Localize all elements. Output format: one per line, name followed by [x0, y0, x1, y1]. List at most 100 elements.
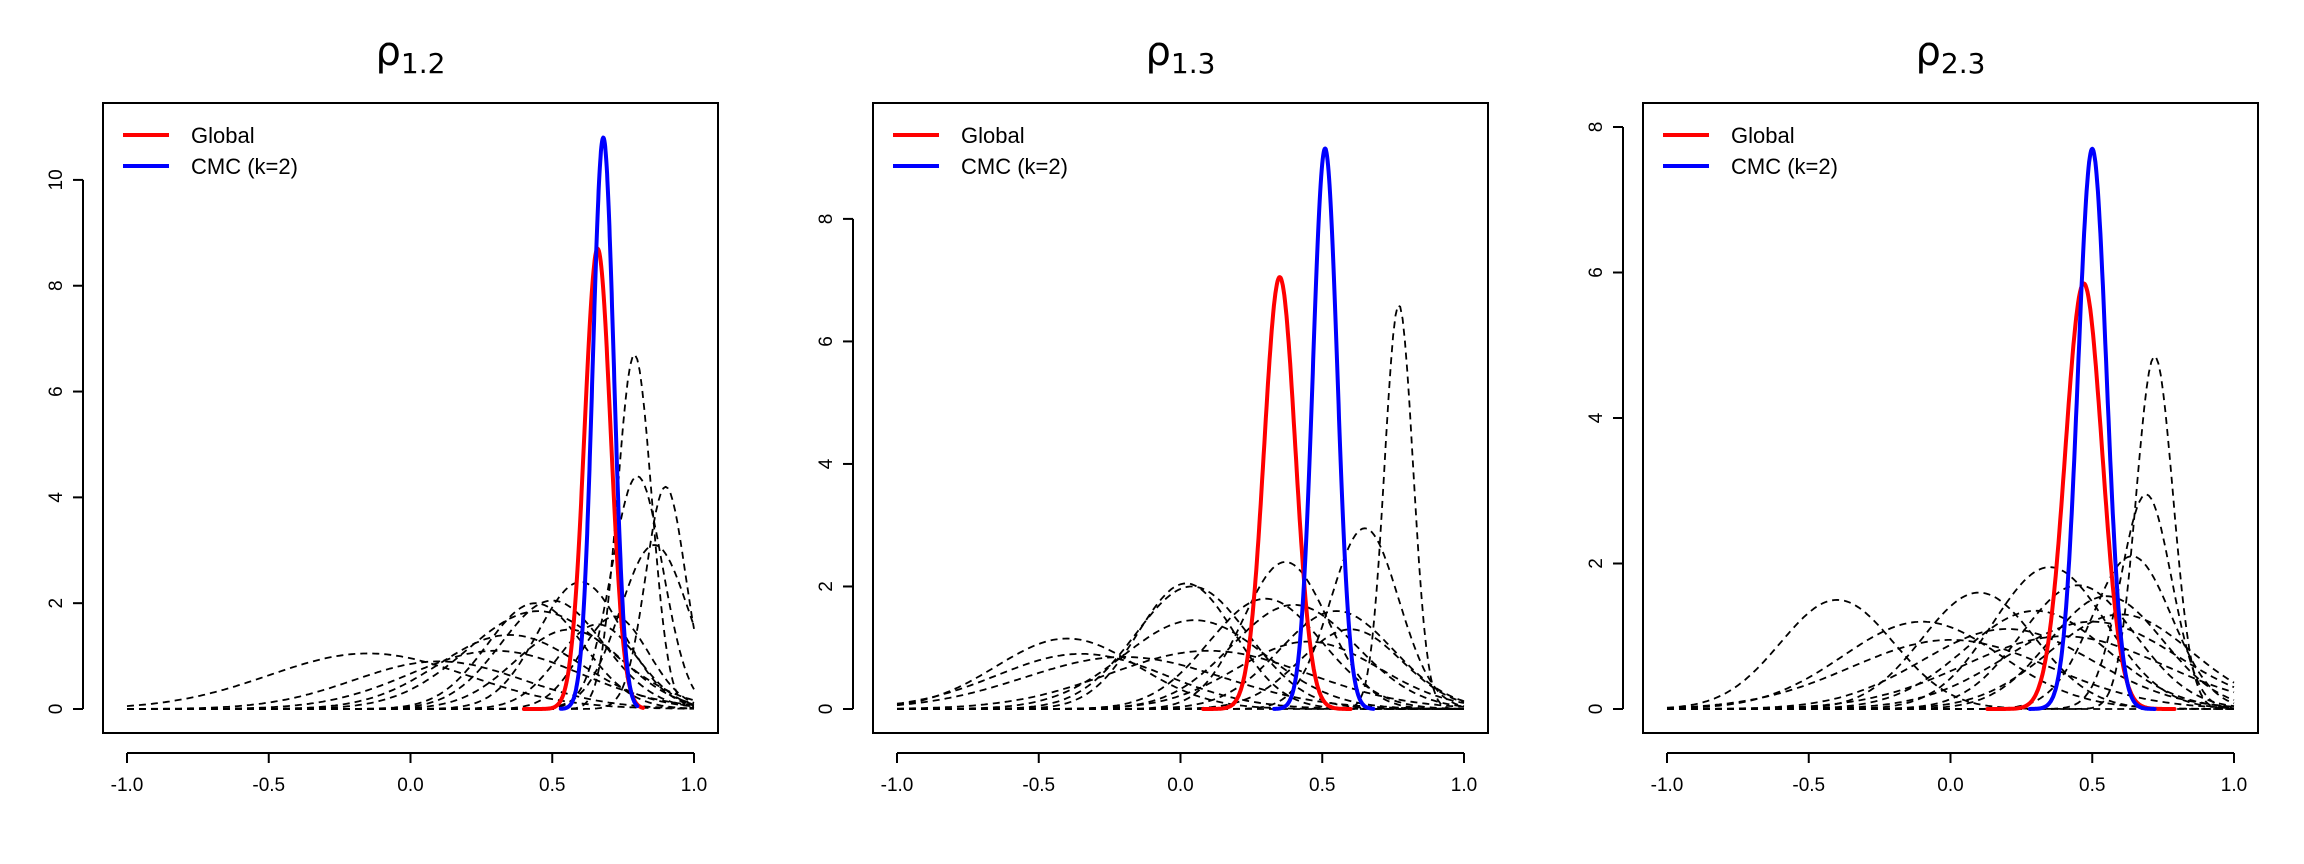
- legend-label: Global: [961, 123, 1025, 148]
- x-tick-label: -1.0: [881, 775, 914, 796]
- subset-density-curve: [1667, 635, 2235, 710]
- legend-label: Global: [191, 123, 255, 148]
- x-tick-label: 0.0: [1167, 775, 1193, 796]
- subset-density-curve: [897, 304, 1464, 710]
- x-tick-label: 0.0: [397, 775, 423, 796]
- y-tick-label: 0: [816, 704, 837, 715]
- chart-title: ρ2.3: [1916, 29, 1986, 80]
- chart-title-symbol: ρ: [1146, 29, 1171, 75]
- x-tick-label: 0.5: [2079, 775, 2105, 796]
- y-tick-label: 6: [1586, 267, 1607, 278]
- y-tick-label: 10: [46, 169, 67, 190]
- subset-density-curve: [896, 637, 1464, 710]
- chart-title: ρ1.3: [1146, 29, 1216, 80]
- cmc-density-line: [558, 135, 640, 711]
- curves: [1666, 146, 2235, 711]
- subset-density-curve: [1667, 493, 2235, 710]
- curves: [896, 146, 1465, 711]
- subset-density-curve: [896, 656, 1465, 710]
- subset-density-curve: [1667, 566, 2235, 710]
- subset-density-curve: [1667, 639, 2234, 709]
- y-tick-label: 2: [1586, 558, 1607, 569]
- subset-density-curve: [127, 599, 695, 710]
- chart-title-subscript: 1.3: [1171, 47, 1216, 80]
- subset-density-curve: [897, 610, 1465, 710]
- y-tick-label: 6: [816, 336, 837, 347]
- subset-density-curve: [127, 623, 695, 710]
- subset-density-curve: [896, 653, 1464, 710]
- y-tick-label: 0: [46, 704, 67, 715]
- legend: Global CMC (k=2): [893, 123, 1068, 179]
- x-tick-label: -0.5: [252, 775, 285, 796]
- subset-density-curve: [127, 628, 695, 710]
- subset-density-curve: [1666, 599, 2234, 710]
- subset-density-curve: [897, 649, 1465, 710]
- x-tick-label: -1.0: [1651, 775, 1684, 796]
- subset-density-curve: [127, 649, 695, 710]
- plot-frame: [102, 102, 719, 734]
- y-tick-label: 4: [1586, 412, 1607, 423]
- subset-density-curve: [126, 652, 694, 710]
- cmc-density-line: [2027, 146, 2157, 711]
- subset-density-curve: [1667, 620, 2235, 710]
- subset-density-curve: [1667, 355, 2235, 710]
- x-tick-label: 1.0: [681, 775, 707, 796]
- subset-density-curve: [1667, 555, 2235, 710]
- legend-label: Global: [1731, 123, 1795, 148]
- subset-density-curve: [127, 485, 695, 710]
- cmc-density-line: [1272, 146, 1376, 711]
- x-tick-label: -1.0: [111, 775, 144, 796]
- subset-density-curve: [127, 610, 695, 710]
- subset-density-curve: [1667, 620, 2234, 710]
- subset-density-curve: [897, 619, 1464, 710]
- y-tick-label: 6: [46, 386, 67, 397]
- y-tick-label: 0: [1586, 704, 1607, 715]
- legend-label: CMC (k=2): [1731, 154, 1838, 179]
- y-tick-label: 8: [46, 280, 67, 291]
- x-tick-label: 1.0: [1451, 775, 1477, 796]
- y-tick-label: 4: [46, 492, 67, 503]
- subset-density-curve: [127, 475, 695, 710]
- legend-label: CMC (k=2): [961, 154, 1068, 179]
- y-tick-label: 8: [816, 214, 837, 225]
- x-tick-label: 1.0: [2221, 775, 2247, 796]
- chart-panel-1: ρ1.2 -1.0 -0.5 0.0 0.5 1.0 0 2 4 6 8 10 Global CMC (k…: [46, 29, 719, 796]
- subset-density-curve: [1667, 609, 2235, 710]
- chart-title-subscript: 2.3: [1941, 47, 1986, 80]
- y-tick-label: 2: [816, 581, 837, 592]
- x-tick-label: 0.5: [1309, 775, 1335, 796]
- x-tick-label: 0.5: [539, 775, 565, 796]
- subset-density-curve: [1667, 628, 2235, 710]
- legend-label: CMC (k=2): [191, 154, 298, 179]
- subset-density-curve: [1667, 613, 2235, 710]
- y-tick-label: 2: [46, 598, 67, 609]
- subset-density-curve: [127, 660, 695, 710]
- chart-panel-2: ρ1.3 -1.0 -0.5 0.0 0.5 1.0 0 2 4 6 8 Global CMC (k=2…: [816, 29, 1489, 796]
- chart-title-symbol: ρ: [1916, 29, 1941, 75]
- subset-density-curve: [127, 615, 695, 710]
- subset-density-curve: [1667, 595, 2235, 710]
- subset-density-curve: [1667, 591, 2234, 710]
- subset-density-curve: [1667, 584, 2235, 710]
- x-tick-label: -0.5: [1792, 775, 1825, 796]
- subset-density-curve: [127, 602, 694, 710]
- chart-panel-3: ρ2.3 -1.0 -0.5 0.0 0.5 1.0 0 2 4 6 8 Global CMC (k=2…: [1586, 29, 2259, 796]
- subset-density-curve: [127, 634, 695, 710]
- y-tick-label: 8: [1586, 122, 1607, 133]
- chart-title-symbol: ρ: [376, 29, 401, 75]
- chart-title-subscript: 1.2: [401, 47, 446, 80]
- global-density-line: [1201, 275, 1353, 711]
- legend: Global CMC (k=2): [1663, 123, 1838, 179]
- x-tick-label: 0.0: [1937, 775, 1963, 796]
- subset-density-curve: [897, 597, 1465, 710]
- chart-title: ρ1.2: [376, 29, 446, 80]
- legend: Global CMC (k=2): [123, 123, 298, 179]
- plot-frame: [872, 102, 1489, 734]
- subset-density-curve: [897, 628, 1465, 710]
- plot-frame: [1642, 102, 2259, 734]
- curves: [126, 135, 695, 711]
- subset-density-curve: [897, 561, 1464, 710]
- x-tick-label: -0.5: [1022, 775, 1055, 796]
- y-tick-label: 4: [816, 458, 837, 469]
